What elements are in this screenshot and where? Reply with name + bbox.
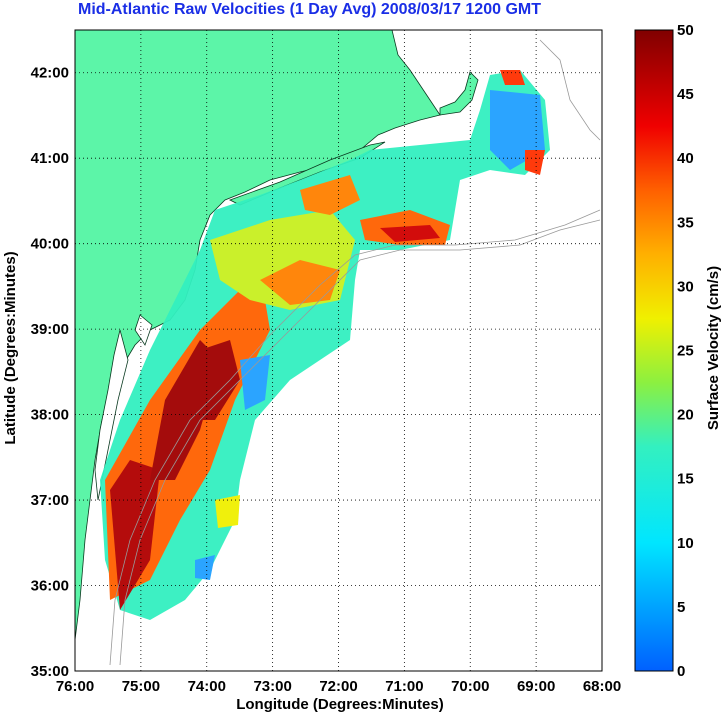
map-title: Mid-Atlantic Raw Velocities (1 Day Avg) … [78,1,541,18]
x-tick-label: 69:00 [517,678,555,695]
colorbar-tick-label: 10 [677,535,694,552]
colorbar-tick-label: 25 [677,343,694,360]
colorbar [634,29,674,672]
colorbar-tick-label: 15 [677,471,694,488]
y-tick-label: 42:00 [31,65,69,82]
y-tick-label: 40:00 [31,236,69,253]
x-axis-label: Longitude (Degrees:Minutes) [236,696,444,713]
y-tick-label: 38:00 [31,407,69,424]
x-tick-label: 73:00 [253,678,291,695]
x-tick-label: 70:00 [451,678,489,695]
x-tick-label: 72:00 [319,678,357,695]
colorbar-tick-label: 30 [677,278,694,295]
colorbar-tick-label: 50 [677,22,694,39]
y-tick-label: 41:00 [31,150,69,167]
y-axis-label: Latitude (Degrees:Minutes) [2,251,19,444]
colorbar-tick-label: 0 [677,663,685,680]
colorbar-tick-label: 20 [677,407,694,424]
x-tick-label: 71:00 [385,678,423,695]
colorbar-tick-label: 45 [677,86,694,103]
colorbar-tick-label: 40 [677,150,694,167]
cape-cod [439,71,479,116]
y-tick-label: 37:00 [31,492,69,509]
x-axis-ticks: 76:00 75:00 74:00 73:00 72:00 71:00 70:00 69:00… [56,678,621,695]
delaware-bay [134,314,153,346]
colorbar-ticks: 0 5 10 15 20 25 30 35 40 45 50 [677,22,694,680]
grid-lines [75,30,602,671]
x-tick-label: 75:00 [122,678,160,695]
x-tick-label: 74:00 [188,678,226,695]
y-tick-label: 36:00 [31,578,69,595]
colorbar-label: Surface Velocity (cm/s) [705,266,722,430]
colorbar-tick-label: 5 [677,599,685,616]
plot-frame [74,29,603,672]
x-tick-label: 68:00 [583,678,621,695]
colorbar-tick-label: 35 [677,214,694,231]
x-tick-label: 76:00 [56,678,94,695]
y-tick-label: 39:00 [31,321,69,338]
bathymetry-contours [109,39,601,666]
y-tick-label: 35:00 [31,663,69,680]
y-axis-ticks: 35:00 36:00 37:00 38:00 39:00 40:00 41:00 42:00 [31,65,69,680]
velocity-field [100,70,550,620]
